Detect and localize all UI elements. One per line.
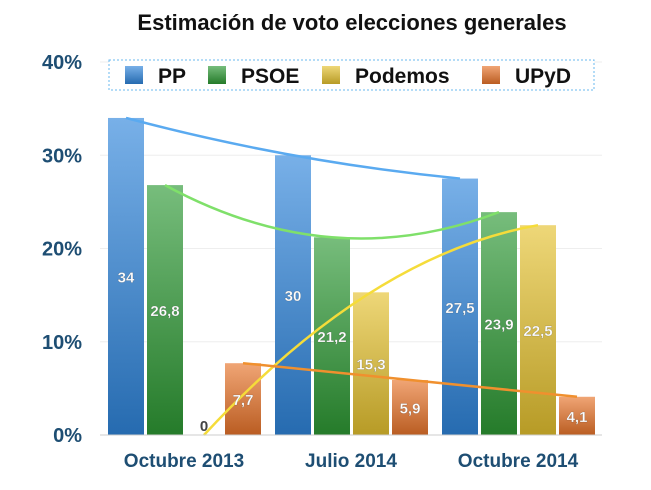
bar — [108, 117, 144, 435]
legend-label: UPyD — [515, 65, 571, 88]
chart-title: Estimación de voto elecciones generales — [137, 10, 566, 35]
data-label: 15,3 — [356, 357, 385, 374]
bar — [147, 185, 183, 435]
legend-swatch — [482, 66, 500, 84]
y-tick-label: 10% — [42, 332, 82, 354]
x-tick-label: Octubre 2014 — [458, 451, 579, 472]
bar — [225, 363, 261, 435]
x-tick-label: Octubre 2013 — [124, 451, 244, 472]
data-label: 21,2 — [317, 329, 346, 346]
data-label: 22,5 — [523, 323, 552, 340]
bar — [559, 396, 595, 435]
legend-label: Podemos — [355, 65, 450, 88]
trend-line — [203, 223, 539, 436]
bar — [392, 379, 428, 435]
trend-line — [125, 116, 461, 180]
bar — [481, 212, 517, 435]
legend-box — [108, 59, 595, 91]
data-label: 27,5 — [445, 300, 474, 317]
trend-line — [164, 183, 500, 240]
y-tick-label: 30% — [42, 145, 82, 167]
bar — [520, 225, 556, 435]
bar — [275, 155, 311, 435]
y-tick-label: 20% — [42, 239, 82, 261]
y-tick-label: 0% — [53, 425, 82, 447]
data-label: 26,8 — [150, 303, 179, 320]
data-label: 7,7 — [233, 392, 254, 409]
data-label: 0 — [200, 418, 208, 435]
legend-swatch — [208, 66, 226, 84]
data-label: 4,1 — [567, 409, 588, 426]
legend-label: PSOE — [241, 65, 299, 88]
data-label: 30 — [285, 288, 302, 305]
legend-swatch — [125, 66, 143, 84]
data-label: 34 — [118, 269, 135, 286]
legend-swatch — [322, 66, 340, 84]
data-label: 23,9 — [484, 317, 513, 334]
y-tick-label: 40% — [42, 52, 82, 74]
legend-label: PP — [158, 65, 186, 88]
x-tick-label: Julio 2014 — [305, 451, 397, 472]
bar — [353, 292, 389, 435]
bar — [314, 237, 350, 435]
data-label: 5,9 — [400, 400, 421, 417]
trend-line — [242, 361, 578, 399]
